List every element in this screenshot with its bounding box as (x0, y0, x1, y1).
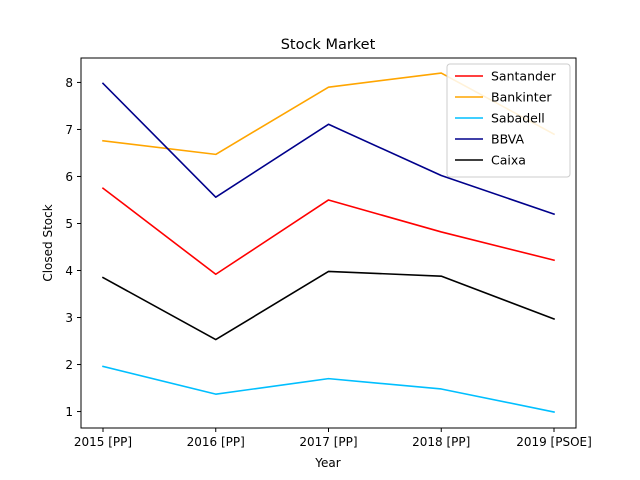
x-tick-label: 2017 [PP] (299, 435, 357, 449)
legend-label-bbva: BBVA (491, 132, 525, 147)
y-axis: 1 2 3 4 5 6 7 8 (65, 76, 81, 419)
legend-box (446, 63, 571, 178)
y-tick-label: 2 (65, 358, 73, 372)
legend-label-santander: Santander (491, 69, 557, 84)
y-tick-label: 8 (65, 76, 73, 90)
x-tick-label: 2016 [PP] (187, 435, 245, 449)
series-line-caixa (101, 270, 556, 341)
y-axis-label: Closed Stock (41, 204, 55, 281)
y-tick-label: 1 (65, 405, 73, 419)
y-tick-label: 7 (65, 123, 73, 137)
legend-label-caixa: Caixa (491, 153, 526, 168)
x-tick-label: 2019 [PSOE] (516, 435, 592, 449)
series-line-santander (101, 187, 555, 276)
series-line-sabadell (102, 365, 555, 413)
x-tick-label: 2015 [PP] (74, 435, 132, 449)
y-tick-label: 3 (65, 311, 73, 325)
y-tick-label: 5 (65, 217, 73, 231)
x-axis-label: Year (314, 456, 340, 470)
series-layer (101, 72, 556, 413)
chart-title: Stock Market (281, 37, 376, 53)
x-tick-label: 2018 [PP] (412, 435, 470, 449)
legend: Santander Bankinter Sabadell BBVA Caixa (446, 63, 571, 178)
legend-label-bankinter: Bankinter (491, 90, 552, 105)
y-tick-label: 4 (65, 264, 73, 278)
x-axis: 2015 [PP] 2016 [PP] 2017 [PP] 2018 [PP] 2019… (74, 428, 592, 449)
y-tick-label: 6 (65, 170, 73, 184)
legend-label-sabadell: Sabadell (491, 111, 545, 126)
series-line-bbva (101, 82, 556, 216)
